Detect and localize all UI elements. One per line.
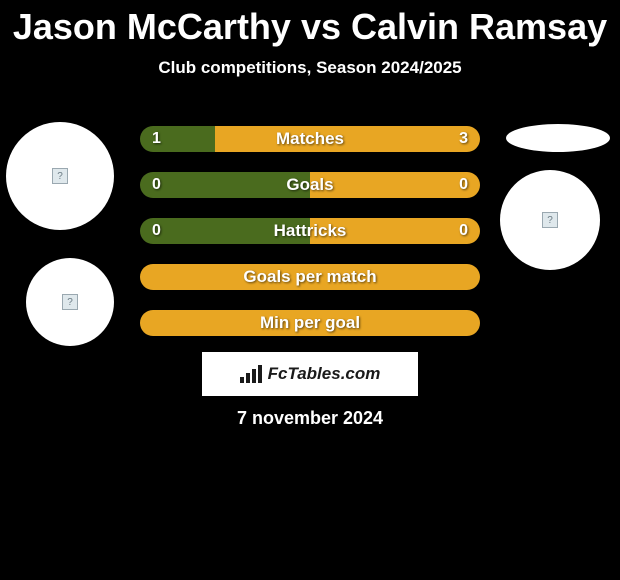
player-left-avatar-2: ? xyxy=(26,258,114,346)
bar-row: Hattricks00 xyxy=(140,218,480,244)
bar-row: Matches13 xyxy=(140,126,480,152)
comparison-bars: Matches13 Goals00 Hattricks00 Goals per mat… xyxy=(140,126,480,356)
bar-row: Min per goal xyxy=(140,310,480,336)
bar-segment-right xyxy=(310,172,480,198)
watermark: FcTables.com xyxy=(202,352,418,396)
bar-row: Goals per match xyxy=(140,264,480,290)
bar-segment-right xyxy=(310,218,480,244)
player-left-avatar-1: ? xyxy=(6,122,114,230)
subtitle: Club competitions, Season 2024/2025 xyxy=(0,58,620,78)
bar-segment-left xyxy=(140,126,215,152)
placeholder-icon: ? xyxy=(62,294,78,310)
bar-segment-left xyxy=(140,218,310,244)
date-text: 7 november 2024 xyxy=(0,408,620,429)
player-right-ellipse xyxy=(506,124,610,152)
watermark-text: FcTables.com xyxy=(268,364,381,384)
placeholder-icon: ? xyxy=(542,212,558,228)
bar-row: Goals00 xyxy=(140,172,480,198)
bar-segment-left xyxy=(140,172,310,198)
page-title: Jason McCarthy vs Calvin Ramsay xyxy=(0,0,620,48)
bar-segment-right xyxy=(215,126,480,152)
bar-segment-right xyxy=(140,264,480,290)
placeholder-icon: ? xyxy=(52,168,68,184)
player-right-avatar: ? xyxy=(500,170,600,270)
bars-icon xyxy=(240,365,262,383)
bar-segment-right xyxy=(140,310,480,336)
